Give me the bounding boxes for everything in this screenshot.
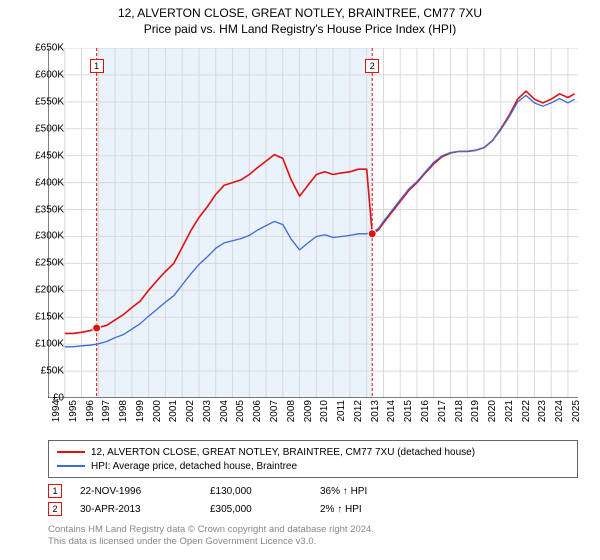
x-tick-label: 2006: [252, 400, 263, 422]
legend-box: 12, ALVERTON CLOSE, GREAT NOTLEY, BRAINT…: [48, 440, 578, 478]
x-tick-label: 1999: [135, 400, 146, 422]
sale-price: £305,000: [210, 504, 320, 515]
x-tick-label: 2023: [537, 400, 548, 422]
x-tick-label: 2011: [336, 400, 347, 422]
y-tick-label: £150K: [4, 312, 64, 323]
y-tick-label: £400K: [4, 177, 64, 188]
x-tick-label: 2017: [437, 400, 448, 422]
legend-swatch-hpi: [57, 465, 85, 467]
x-tick-label: 1997: [101, 400, 112, 422]
sale-marker-flag: 2: [365, 59, 379, 73]
x-tick-label: 1998: [118, 400, 129, 422]
x-tick-label: 2018: [454, 400, 465, 422]
sale-row: 1 22-NOV-1996 £130,000 36% ↑ HPI: [48, 482, 430, 500]
x-tick-label: 2007: [269, 400, 280, 422]
x-tick-label: 2012: [353, 400, 364, 422]
x-tick-label: 2024: [554, 400, 565, 422]
sale-delta: 36% ↑ HPI: [320, 486, 430, 497]
y-tick-label: £200K: [4, 285, 64, 296]
x-tick-label: 2010: [319, 400, 330, 422]
y-tick-label: £500K: [4, 123, 64, 134]
sale-delta: 2% ↑ HPI: [320, 504, 430, 515]
footer-attribution: Contains HM Land Registry data © Crown c…: [48, 524, 374, 549]
chart-svg: [48, 48, 578, 398]
x-tick-label: 2000: [152, 400, 163, 422]
y-tick-label: £350K: [4, 204, 64, 215]
x-tick-label: 2005: [235, 400, 246, 422]
x-tick-label: 2022: [521, 400, 532, 422]
legend-label-hpi: HPI: Average price, detached house, Brai…: [91, 461, 297, 472]
legend-row: HPI: Average price, detached house, Brai…: [57, 459, 569, 473]
legend-row: 12, ALVERTON CLOSE, GREAT NOTLEY, BRAINT…: [57, 445, 569, 459]
x-tick-label: 2016: [420, 400, 431, 422]
x-tick-label: 2009: [303, 400, 314, 422]
sale-marker-icon: 2: [48, 502, 62, 516]
x-tick-label: 2001: [168, 400, 179, 422]
x-tick-label: 1994: [51, 400, 62, 422]
sales-table: 1 22-NOV-1996 £130,000 36% ↑ HPI 2 30-AP…: [48, 482, 430, 518]
x-tick-label: 1996: [85, 400, 96, 422]
x-tick-label: 2002: [185, 400, 196, 422]
sale-date: 30-APR-2013: [80, 504, 210, 515]
footer-line2: This data is licensed under the Open Gov…: [48, 536, 374, 548]
x-tick-label: 2021: [504, 400, 515, 422]
y-tick-label: £550K: [4, 96, 64, 107]
y-tick-label: £450K: [4, 150, 64, 161]
sale-row: 2 30-APR-2013 £305,000 2% ↑ HPI: [48, 500, 430, 518]
chart-plot-area: [48, 48, 578, 398]
y-tick-label: £650K: [4, 43, 64, 54]
chart-title-line2: Price paid vs. HM Land Registry's House …: [0, 22, 600, 36]
sale-marker-flag: 1: [90, 59, 104, 73]
chart-title-block: 12, ALVERTON CLOSE, GREAT NOTLEY, BRAINT…: [0, 0, 600, 36]
y-tick-label: £250K: [4, 258, 64, 269]
legend-swatch-property: [57, 451, 85, 453]
sale-date: 22-NOV-1996: [80, 486, 210, 497]
legend-label-property: 12, ALVERTON CLOSE, GREAT NOTLEY, BRAINT…: [91, 447, 475, 458]
sale-price: £130,000: [210, 486, 320, 497]
chart-title-line1: 12, ALVERTON CLOSE, GREAT NOTLEY, BRAINT…: [0, 6, 600, 20]
x-tick-label: 2003: [202, 400, 213, 422]
x-tick-label: 2015: [403, 400, 414, 422]
y-tick-label: £50K: [4, 366, 64, 377]
footer-line1: Contains HM Land Registry data © Crown c…: [48, 524, 374, 536]
x-tick-label: 2019: [470, 400, 481, 422]
x-tick-label: 2025: [571, 400, 582, 422]
y-tick-label: £300K: [4, 231, 64, 242]
x-tick-label: 2020: [487, 400, 498, 422]
x-tick-label: 2004: [219, 400, 230, 422]
sale-marker-icon: 1: [48, 484, 62, 498]
x-tick-label: 2013: [370, 400, 381, 422]
x-tick-label: 2014: [386, 400, 397, 422]
x-tick-label: 1995: [68, 400, 79, 422]
x-tick-label: 2008: [286, 400, 297, 422]
y-tick-label: £600K: [4, 69, 64, 80]
y-tick-label: £100K: [4, 339, 64, 350]
